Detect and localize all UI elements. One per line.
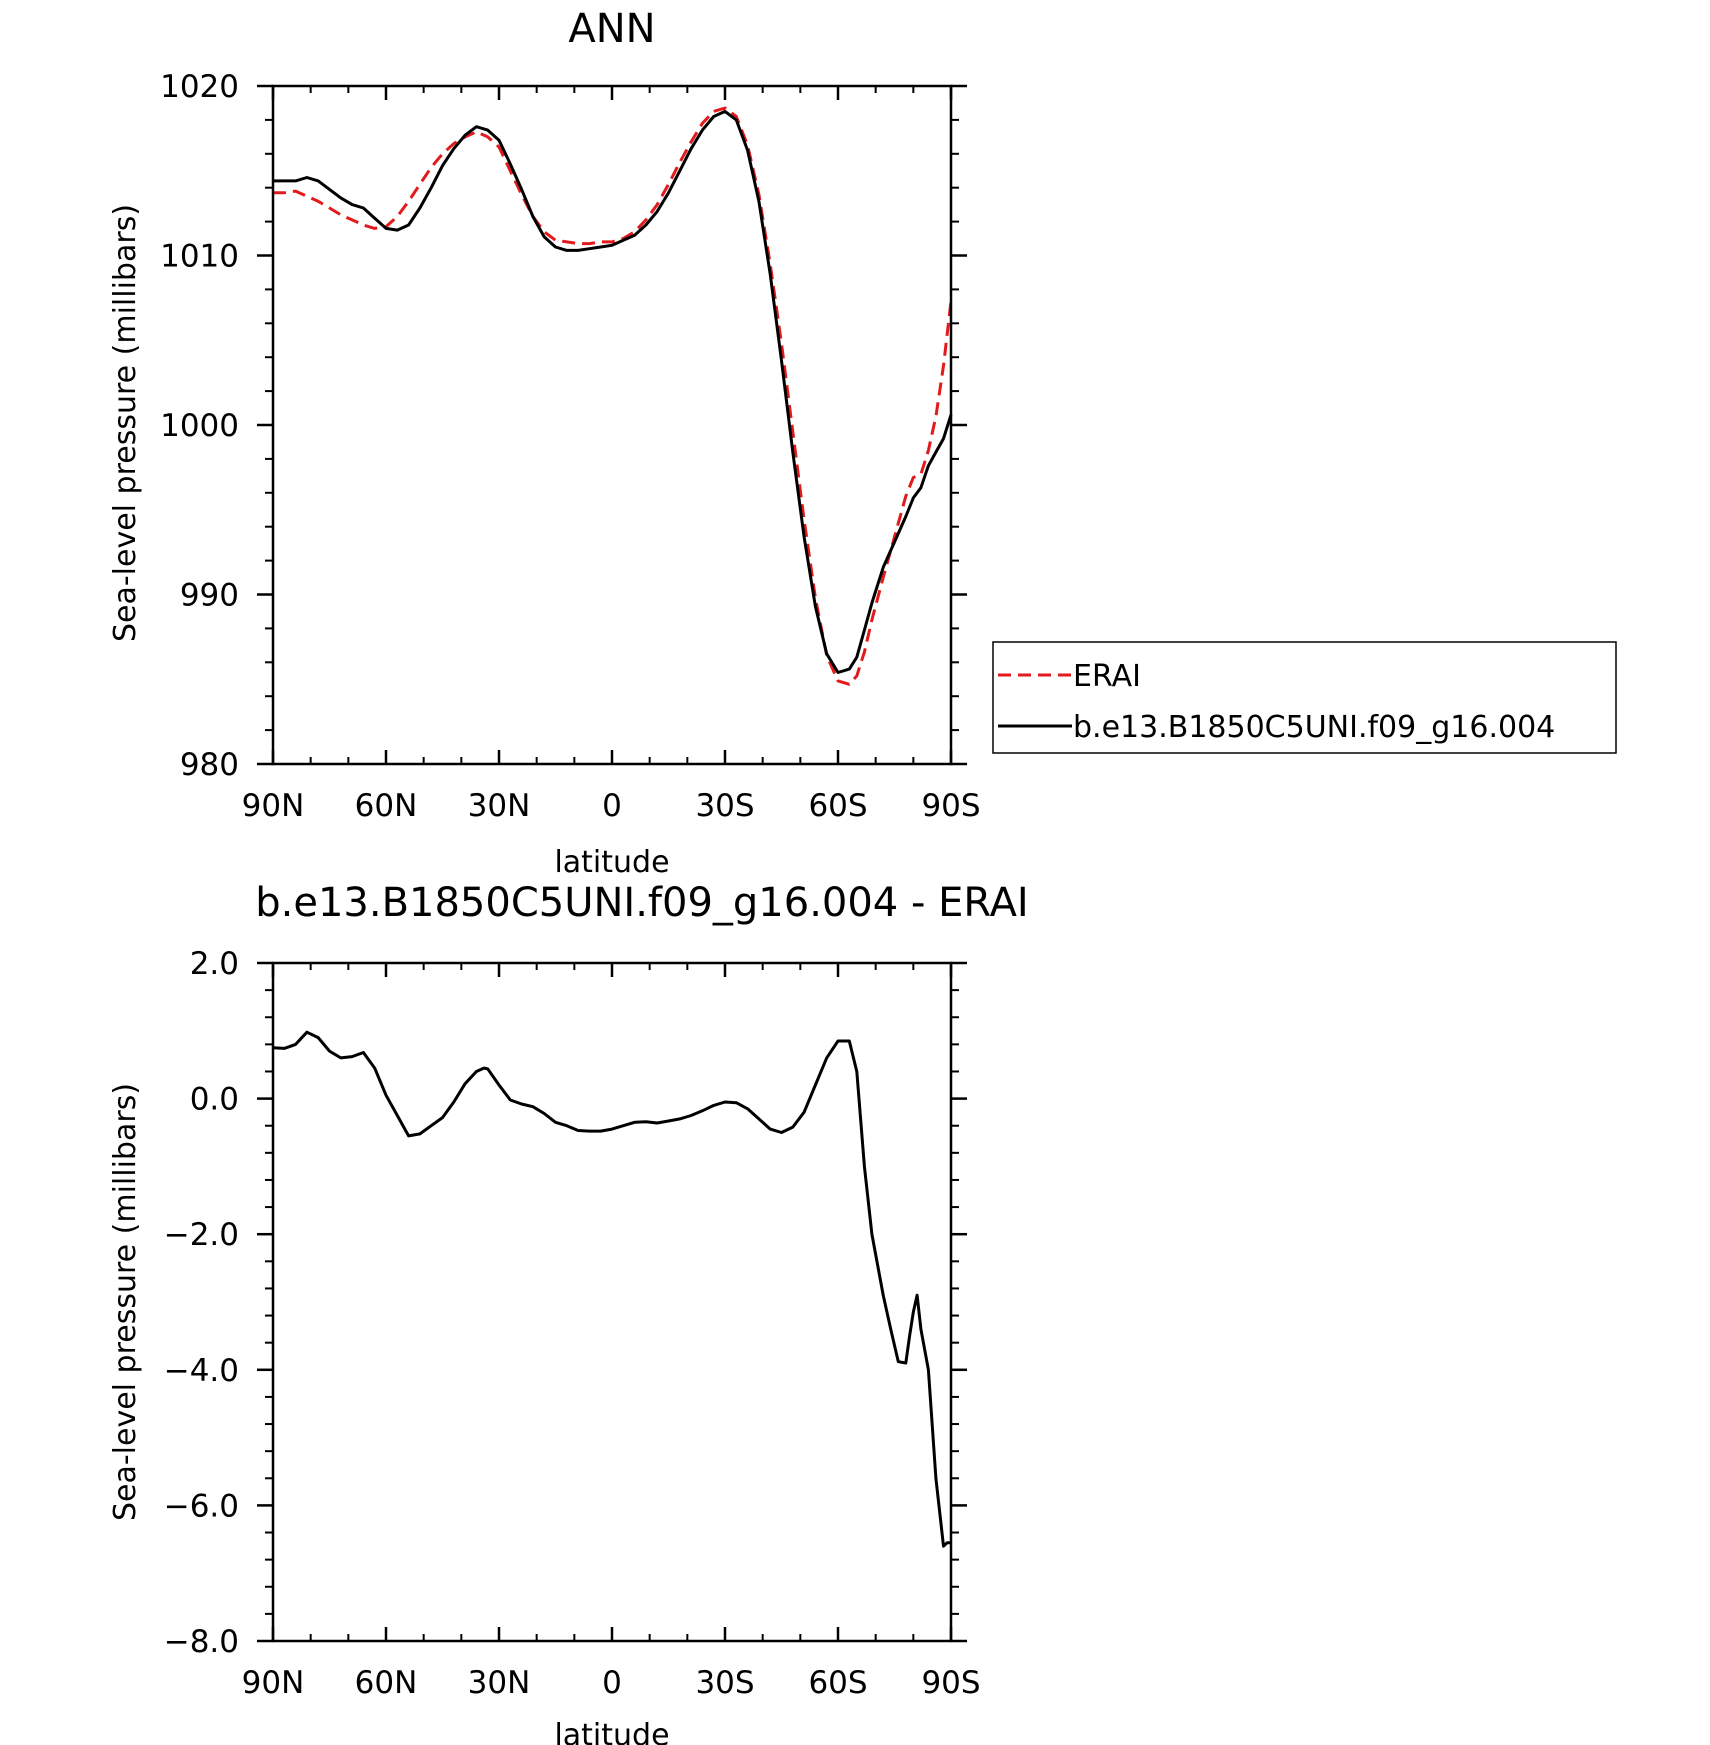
- bottom-x-axis-label: latitude: [554, 1718, 669, 1745]
- top-x-tick-label: 30N: [468, 788, 531, 824]
- bottom-y-tick-label: −8.0: [164, 1624, 239, 1660]
- bottom-panel: b.e13.B1850C5UNI.f09_g16.004 - ERAI 90N 6…: [108, 880, 1029, 1745]
- top-x-tick-label: 90N: [242, 788, 305, 824]
- bottom-x-tick-label: 90S: [921, 1665, 980, 1701]
- top-plot-frame: [271, 84, 953, 766]
- bottom-y-tick-labels: −8.0 −6.0 −4.0 −2.0 0.0 2.0: [164, 946, 239, 1660]
- bottom-y-tick-label: −4.0: [164, 1353, 239, 1389]
- top-y-axis-label: Sea-level pressure (millibars): [108, 204, 143, 642]
- bottom-x-tick-labels: 90N 60N 30N 0 30S 60S 90S: [242, 1665, 981, 1701]
- top-x-tick-label: 0: [602, 788, 622, 824]
- bottom-x-tick-label: 90N: [242, 1665, 305, 1701]
- top-x-tick-labels: 90N 60N 30N 0 30S 60S 90S: [242, 788, 981, 824]
- top-x-tick-label: 60S: [808, 788, 867, 824]
- top-x-axis-label: latitude: [554, 845, 669, 880]
- bottom-plot-frame: [271, 961, 953, 1643]
- top-y-tick-label: 980: [180, 747, 239, 783]
- top-series-line-erai: [273, 106, 953, 686]
- top-y-tick-labels: 980 990 1000 1010 1020: [160, 69, 239, 783]
- top-y-tick-label: 1000: [160, 408, 239, 444]
- top-panel: ANN 90N 60N 30N 0 30S 60S 90S 980 990 1000 1010 10…: [108, 6, 981, 880]
- bottom-x-tick-label: 0: [602, 1665, 622, 1701]
- bottom-x-tick-label: 60N: [355, 1665, 418, 1701]
- bottom-series-line-difference: [272, 1030, 951, 1548]
- bottom-title: b.e13.B1850C5UNI.f09_g16.004 - ERAI: [255, 880, 1028, 926]
- bottom-y-tick-label: 2.0: [190, 946, 239, 982]
- top-title: ANN: [568, 6, 655, 52]
- legend-box: [992, 641, 1617, 754]
- top-series-line-b-e13-b1850c5uni-f09-g16-004: [273, 109, 953, 674]
- top-y-tick-label: 1020: [160, 69, 239, 105]
- legend-label-erai: ERAI: [1073, 659, 1141, 694]
- bottom-x-tick-label: 30S: [695, 1665, 754, 1701]
- bottom-tick-marks: [257, 961, 967, 1643]
- bottom-y-axis-label: Sea-level pressure (millibars): [108, 1083, 143, 1521]
- top-x-tick-label: 60N: [355, 788, 418, 824]
- top-y-tick-label: 1010: [160, 239, 239, 275]
- legend-label-model: b.e13.B1850C5UNI.f09_g16.004: [1073, 710, 1555, 745]
- top-x-tick-label: 90S: [921, 788, 980, 824]
- top-x-tick-label: 30S: [695, 788, 754, 824]
- bottom-x-tick-label: 30N: [468, 1665, 531, 1701]
- bottom-x-tick-label: 60S: [808, 1665, 867, 1701]
- legend: ERAI b.e13.B1850C5UNI.f09_g16.004: [992, 641, 1617, 754]
- bottom-series-lines: [272, 1030, 951, 1548]
- bottom-y-tick-label: −6.0: [164, 1488, 239, 1524]
- bottom-y-tick-label: −2.0: [164, 1217, 239, 1253]
- top-tick-marks: [257, 84, 967, 766]
- top-y-tick-label: 990: [180, 578, 239, 614]
- top-series-lines: [273, 106, 953, 686]
- bottom-y-tick-label: 0.0: [190, 1082, 239, 1118]
